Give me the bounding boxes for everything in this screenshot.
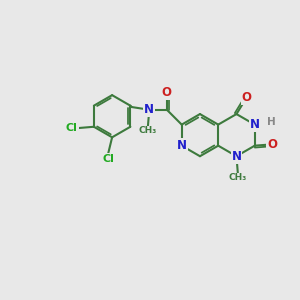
Text: CH₃: CH₃ <box>139 126 157 135</box>
Text: N: N <box>250 118 260 131</box>
Text: N: N <box>144 103 154 116</box>
Text: O: O <box>242 91 252 104</box>
Text: O: O <box>162 86 172 99</box>
Text: CH₃: CH₃ <box>229 173 247 182</box>
Text: H: H <box>267 117 276 128</box>
Text: Cl: Cl <box>66 123 78 133</box>
Text: Cl: Cl <box>102 154 114 164</box>
Text: N: N <box>177 139 187 152</box>
Text: N: N <box>232 150 242 163</box>
Text: O: O <box>267 138 277 151</box>
